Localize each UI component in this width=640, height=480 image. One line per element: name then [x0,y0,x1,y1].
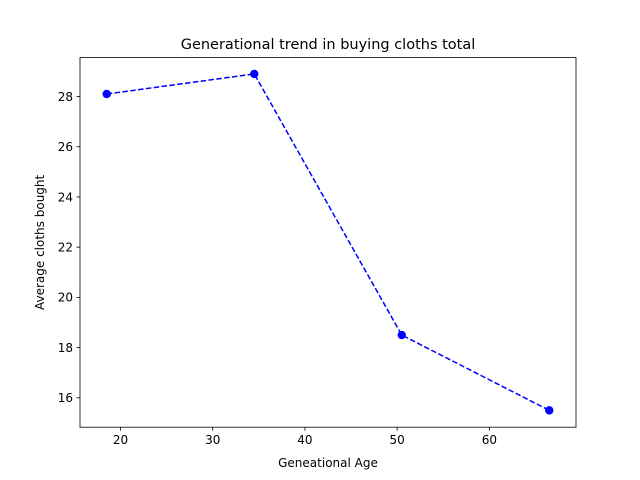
y-axis-label: Average cloths bought [33,174,47,310]
y-tick-label: 24 [58,190,73,204]
x-tick-label: 50 [390,433,405,447]
series-line [106,73,550,412]
x-tick-label: 30 [205,433,220,447]
y-tick-label: 22 [58,240,73,254]
x-tick-label: 40 [297,433,312,447]
x-tick-label: 20 [113,433,128,447]
series-layer [102,69,554,415]
y-tick-label: 18 [58,341,73,355]
chart-title: Generational trend in buying cloths tota… [181,37,476,53]
plot-frame [79,57,577,428]
x-axis-label: Geneational Age [278,456,378,470]
data-point [545,406,554,415]
data-point [250,69,259,79]
data-point [102,89,111,99]
x-tick-label: 60 [482,433,497,447]
x-ticks: 20 30 40 50 60 [113,427,497,447]
data-point [397,330,406,340]
y-tick-label: 28 [58,90,73,104]
plot-area [80,57,576,428]
y-tick-label: 26 [58,140,73,154]
y-tick-label: 20 [58,291,73,305]
y-ticks: 16 18 20 22 24 26 28 [58,90,80,405]
y-tick-label: 16 [58,391,73,405]
